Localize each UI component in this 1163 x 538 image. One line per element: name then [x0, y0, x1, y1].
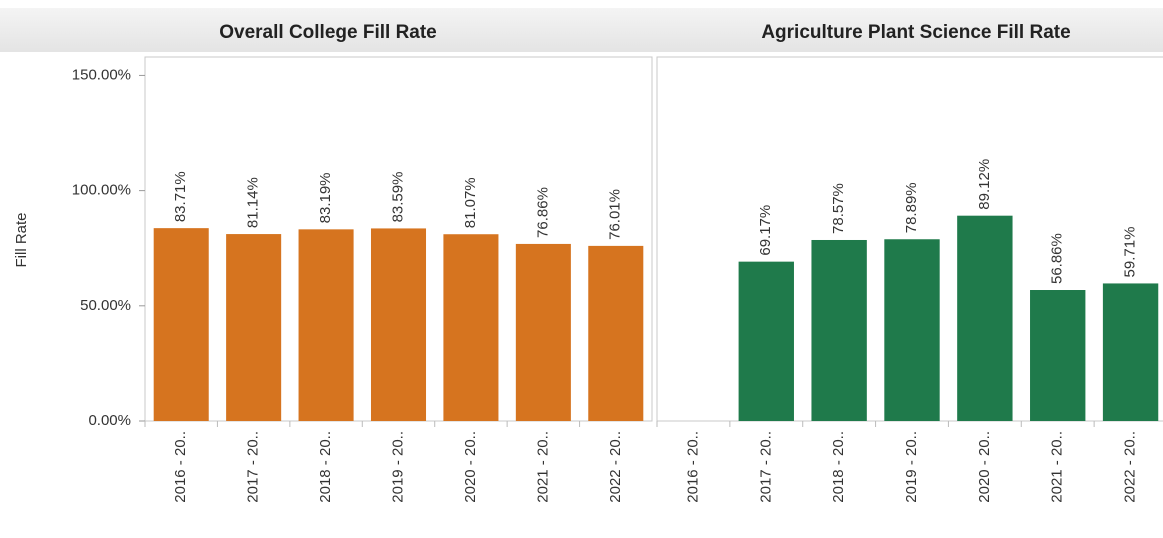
x-tick-label: 2022 - 20..	[1122, 431, 1139, 503]
y-axis-label: Fill Rate	[13, 212, 30, 267]
data-label: 78.57%	[830, 183, 847, 234]
y-tick-label: 150.00%	[72, 66, 131, 83]
data-label: 89.12%	[976, 159, 993, 210]
data-label: 83.59%	[389, 172, 406, 223]
y-tick-label: 0.00%	[88, 412, 131, 429]
data-label: 81.14%	[245, 177, 262, 228]
data-label: 83.71%	[172, 171, 189, 222]
bar	[957, 215, 1013, 421]
x-tick-label: 2020 - 20..	[976, 431, 993, 503]
data-label: 83.19%	[317, 172, 334, 223]
y-tick-label: 100.00%	[72, 182, 131, 199]
bar	[370, 228, 427, 421]
x-tick-label: 2017 - 20..	[245, 431, 262, 503]
data-label: 76.86%	[534, 187, 551, 238]
x-tick-label: 2017 - 20..	[757, 431, 774, 503]
y-tick-label: 50.00%	[80, 297, 131, 314]
data-label: 56.86%	[1049, 233, 1066, 284]
data-label: 81.07%	[462, 177, 479, 228]
chart-title: Overall College Fill Rate	[219, 22, 437, 43]
x-tick-label: 2016 - 20..	[684, 431, 701, 503]
bar	[811, 239, 867, 421]
bar	[1102, 283, 1159, 421]
bar	[226, 234, 282, 421]
bar	[1030, 290, 1086, 421]
bar	[443, 234, 499, 421]
x-tick-label: 2022 - 20..	[607, 431, 624, 503]
chart-title: Agriculture Plant Science Fill Rate	[761, 22, 1070, 43]
x-tick-label: 2019 - 20..	[903, 431, 920, 503]
data-label: 78.89%	[903, 182, 920, 233]
bar	[153, 228, 209, 421]
x-tick-label: 2020 - 20..	[462, 431, 479, 503]
data-label: 59.71%	[1122, 227, 1139, 278]
bar	[298, 229, 354, 421]
x-tick-label: 2021 - 20..	[534, 431, 551, 503]
bar	[884, 239, 940, 421]
x-tick-label: 2018 - 20..	[830, 431, 847, 503]
bar	[738, 261, 794, 421]
x-tick-label: 2019 - 20..	[389, 431, 406, 503]
header-band	[0, 8, 1163, 52]
x-tick-label: 2018 - 20..	[317, 431, 334, 503]
data-label: 76.01%	[607, 189, 624, 240]
x-tick-label: 2016 - 20..	[172, 431, 189, 503]
bar	[515, 243, 571, 421]
x-tick-label: 2021 - 20..	[1049, 431, 1066, 503]
bar	[588, 245, 644, 421]
data-label: 69.17%	[757, 205, 774, 256]
